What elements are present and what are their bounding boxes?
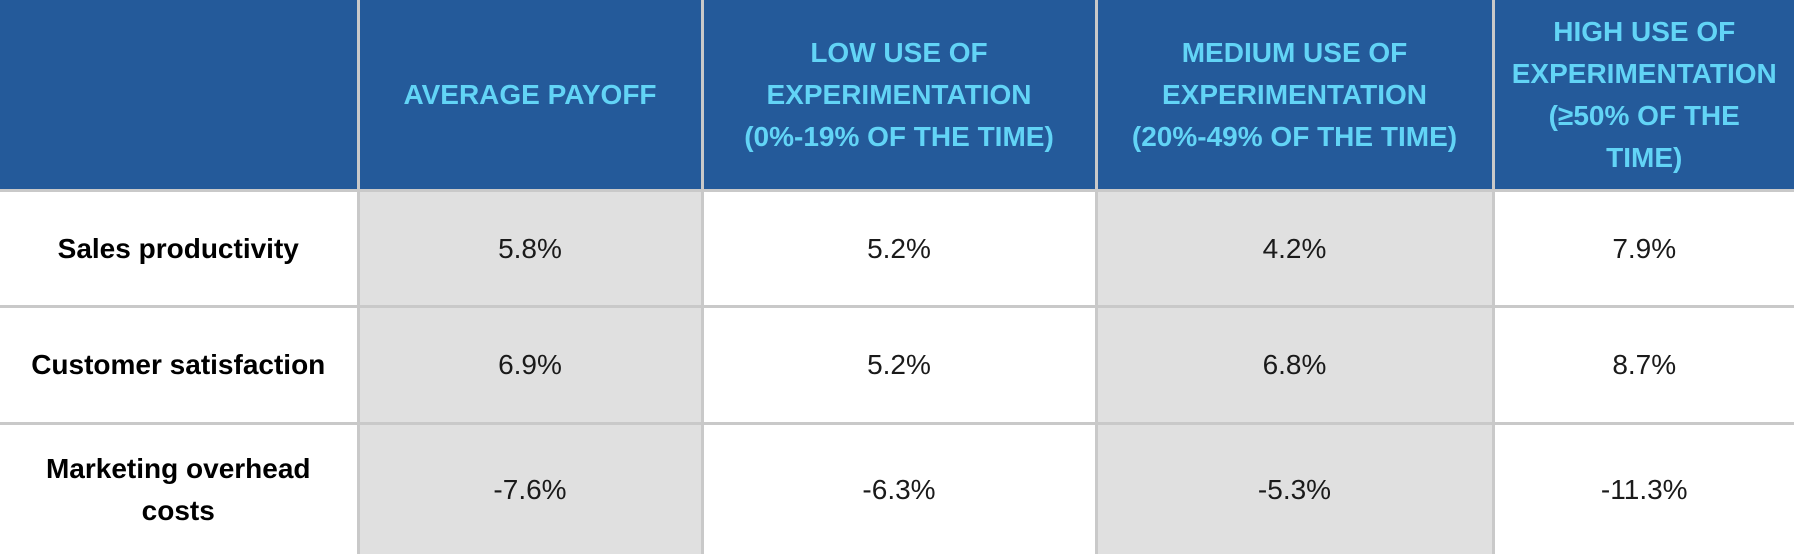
table-header: AVERAGE PAYOFF LOW USE OF EXPERIMENTATION… — [0, 0, 1794, 192]
value-cell: -7.6% — [356, 422, 704, 554]
value-cell: -11.3% — [1491, 422, 1794, 554]
corner-cell — [0, 0, 360, 192]
row-label: Customer satisfaction — [0, 305, 360, 425]
header-row: AVERAGE PAYOFF LOW USE OF EXPERIMENTATION… — [0, 0, 1794, 192]
row-label: Sales productivity — [0, 190, 360, 308]
value-cell: 4.2% — [1094, 190, 1495, 308]
value-cell: 8.7% — [1491, 305, 1794, 425]
value-cell: 5.2% — [700, 190, 1098, 308]
value-cell: -6.3% — [700, 422, 1098, 554]
value-cell: 7.9% — [1491, 190, 1794, 308]
column-header: LOW USE OF EXPERIMENTATION (0%-19% OF TH… — [700, 0, 1098, 192]
value-cell: -5.3% — [1094, 422, 1495, 554]
column-header: MEDIUM USE OF EXPERIMENTATION (20%-49% O… — [1094, 0, 1495, 192]
table-row: Sales productivity 5.8% 5.2% 4.2% 7.9% — [0, 190, 1794, 308]
value-cell: 6.9% — [356, 305, 704, 425]
column-header: HIGH USE OF EXPERIMENTATION (≥50% OF THE… — [1491, 0, 1794, 192]
value-cell: 5.2% — [700, 305, 1098, 425]
row-label: Marketing overhead costs — [0, 422, 360, 554]
table-body: Sales productivity 5.8% 5.2% 4.2% 7.9% Custom… — [0, 190, 1794, 554]
column-header: AVERAGE PAYOFF — [356, 0, 704, 192]
table-row: Marketing overhead costs -7.6% -6.3% -5.3% -… — [0, 422, 1794, 554]
value-cell: 5.8% — [356, 190, 704, 308]
value-cell: 6.8% — [1094, 305, 1495, 425]
table-row: Customer satisfaction 6.9% 5.2% 6.8% 8.7% — [0, 305, 1794, 425]
